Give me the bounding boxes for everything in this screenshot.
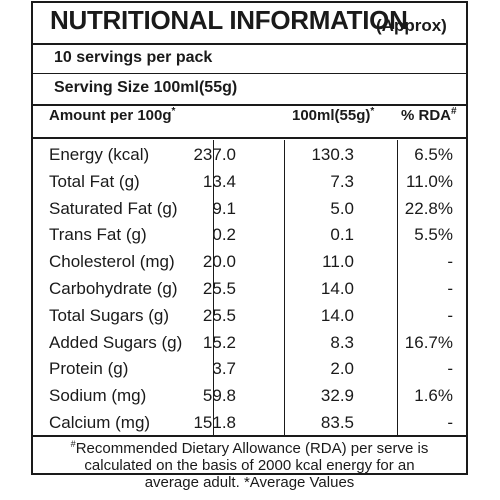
column-header-amount-text: Amount per 100g xyxy=(49,107,172,124)
table-row: Energy (kcal) 237.0 130.3 6.5% xyxy=(33,142,466,167)
value-rda: - xyxy=(447,305,453,325)
nutrient-name: Added Sugars (g) xyxy=(49,332,183,352)
nutrient-name: Protein (g) xyxy=(49,359,129,379)
value-per-serving: 0.1 xyxy=(330,225,354,245)
value-per-serving: 5.0 xyxy=(330,198,354,218)
value-rda: 11.0% xyxy=(406,171,453,191)
asterisk-mark: * xyxy=(171,106,176,117)
nutrient-name: Carbohydrate (g) xyxy=(49,279,178,298)
column-header-rda: % RDA# xyxy=(401,107,457,137)
column-header-per-serving-text: 100ml(55g) xyxy=(292,107,371,124)
column-header-per-serving: 100ml(55g)* xyxy=(292,107,374,137)
value-per-serving: 14.0 xyxy=(320,305,354,325)
title-bar: NUTRITIONAL INFORMATION (Approx) xyxy=(33,3,466,45)
value-rda: 1.6% xyxy=(414,386,453,406)
table-row: Cholesterol (mg) 20.0 11.0 - xyxy=(33,249,466,274)
column-header-amount: Amount per 100g* xyxy=(49,107,175,137)
value-per-100g: 15.2 xyxy=(202,332,236,352)
table-row: Protein (g) 3.7 2.0 - xyxy=(33,356,466,381)
value-per-100g: 20.0 xyxy=(202,252,236,272)
value-per-100g: 13.4 xyxy=(202,171,236,191)
value-per-100g: 9.1 xyxy=(212,198,236,218)
divider xyxy=(33,73,466,74)
footnote-text: Recommended Dietary Allowance (RDA) per … xyxy=(75,440,429,457)
value-per-100g: 151.8 xyxy=(193,413,236,432)
value-rda: - xyxy=(447,279,453,298)
label-title: NUTRITIONAL INFORMATION xyxy=(50,5,408,35)
table-row: Sodium (mg) 59.8 32.9 1.6% xyxy=(33,383,466,408)
footnote: #Recommended Dietary Allowance (RDA) per… xyxy=(33,439,466,492)
divider xyxy=(33,137,466,139)
value-per-100g: 237.0 xyxy=(193,145,236,164)
hash-mark: # xyxy=(70,439,76,449)
value-per-serving: 11.0 xyxy=(322,252,354,272)
value-rda: - xyxy=(447,252,453,272)
value-rda: - xyxy=(447,413,453,432)
nutrient-name: Total Fat (g) xyxy=(49,171,140,191)
column-divider xyxy=(213,140,214,436)
value-rda: 6.5% xyxy=(414,145,453,164)
nutrition-label: NUTRITIONAL INFORMATION (Approx) 10 serv… xyxy=(31,1,468,491)
divider xyxy=(33,104,466,106)
footnote-line: calculated on the basis of 2000 kcal ene… xyxy=(84,457,415,474)
value-per-serving: 2.0 xyxy=(330,359,354,379)
nutrient-name: Saturated Fat (g) xyxy=(49,198,178,218)
value-per-100g: 3.7 xyxy=(212,359,236,379)
footnote-line: #Recommended Dietary Allowance (RDA) per… xyxy=(33,439,466,458)
value-per-100g: 0.2 xyxy=(212,225,236,245)
table-row: Trans Fat (g) 0.2 0.1 5.5% xyxy=(33,222,466,247)
servings-per-pack: 10 servings per pack xyxy=(54,49,213,66)
value-per-serving: 7.3 xyxy=(330,171,354,191)
table-row: Total Fat (g) 13.4 7.3 11.0% xyxy=(33,169,466,194)
nutrient-name: Energy (kcal) xyxy=(49,145,150,164)
table-row: Carbohydrate (g) 25.5 14.0 - xyxy=(33,276,466,301)
value-rda: 22.8% xyxy=(404,198,453,218)
serving-size: Serving Size 100ml(55g) xyxy=(54,79,238,96)
nutrient-name: Calcium (mg) xyxy=(49,413,151,432)
table-row: Added Sugars (g) 15.2 8.3 16.7% xyxy=(33,330,466,355)
table-row: Saturated Fat (g) 9.1 5.0 22.8% xyxy=(33,196,466,221)
column-header-rda-text: % RDA xyxy=(401,107,452,124)
divider xyxy=(33,435,466,437)
nutrient-name: Cholesterol (mg) xyxy=(49,252,175,272)
nutrient-name: Total Sugars (g) xyxy=(49,305,169,325)
value-per-serving: 8.3 xyxy=(330,332,354,352)
footnote-line: average adult. *Average Values xyxy=(144,474,355,491)
nutrient-name: Trans Fat (g) xyxy=(49,225,147,245)
value-per-serving: 14.0 xyxy=(320,279,354,298)
asterisk-mark: * xyxy=(370,106,375,117)
title-approx-note: (Approx) xyxy=(376,16,447,35)
value-rda: - xyxy=(447,359,453,379)
value-per-100g: 25.5 xyxy=(202,305,236,325)
value-per-serving: 32.9 xyxy=(320,386,354,406)
value-rda: 5.5% xyxy=(414,225,453,245)
column-divider xyxy=(284,140,285,436)
value-per-serving: 130.3 xyxy=(311,145,354,164)
hash-mark: # xyxy=(451,106,457,117)
column-divider xyxy=(397,140,398,436)
nutrient-name: Sodium (mg) xyxy=(49,386,147,406)
value-rda: 16.7% xyxy=(404,332,453,352)
value-per-serving: 83.5 xyxy=(320,413,354,432)
table-row: Calcium (mg) 151.8 83.5 - xyxy=(33,410,466,435)
value-per-100g: 59.8 xyxy=(202,386,236,406)
value-per-100g: 25.5 xyxy=(202,279,236,298)
table-row: Total Sugars (g) 25.5 14.0 - xyxy=(33,303,466,328)
